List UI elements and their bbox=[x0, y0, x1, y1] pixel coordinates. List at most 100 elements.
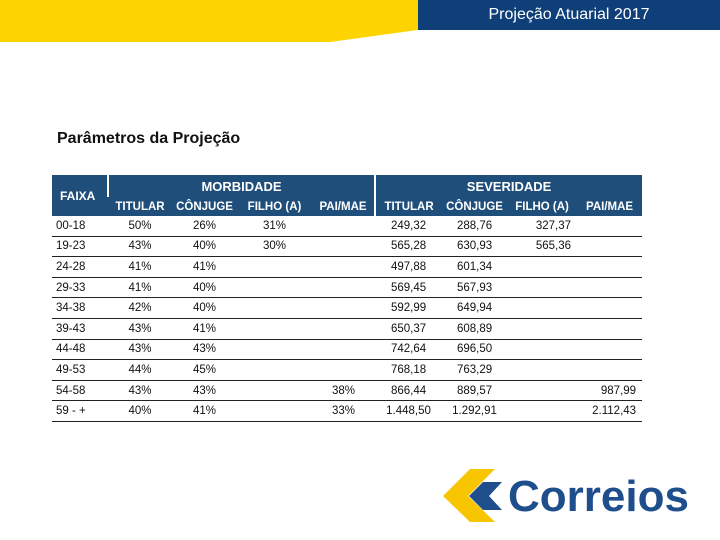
value-cell: 40% bbox=[108, 400, 172, 422]
value-cell bbox=[507, 400, 578, 422]
value-cell bbox=[237, 277, 312, 299]
value-cell: 768,18 bbox=[375, 359, 443, 381]
value-cell bbox=[577, 359, 643, 381]
sub-header-severidade-0: TITULAR bbox=[374, 197, 443, 216]
faixa-cell: 29-33 bbox=[52, 277, 108, 299]
value-cell: 497,88 bbox=[375, 256, 443, 278]
value-cell bbox=[312, 236, 376, 258]
value-cell: 30% bbox=[237, 236, 312, 258]
value-cell: 33% bbox=[312, 400, 376, 422]
faixa-cell: 49-53 bbox=[52, 359, 108, 381]
section-title: Parâmetros da Projeção bbox=[57, 130, 241, 147]
faixa-cell: 24-28 bbox=[52, 256, 108, 278]
header-banner bbox=[0, 0, 418, 42]
value-cell: 866,44 bbox=[375, 380, 443, 402]
faixa-cell: 54-58 bbox=[52, 380, 108, 402]
severidade-group-header: SEVERIDADE bbox=[374, 175, 643, 197]
value-cell bbox=[312, 339, 376, 361]
svg-text:Correios: Correios bbox=[508, 472, 689, 521]
value-cell bbox=[507, 318, 578, 340]
value-cell bbox=[577, 318, 643, 340]
value-cell bbox=[577, 339, 643, 361]
table-row: 59 - +40% 41% 33% 1.448,50 1.292,91 2.112,43 bbox=[52, 400, 643, 422]
sub-header-morbidade-3: PAI/MAE bbox=[312, 197, 376, 216]
value-cell bbox=[312, 216, 376, 237]
value-cell: 41% bbox=[172, 256, 237, 278]
header-title: Projeção Atuarial 2017 bbox=[418, 0, 720, 30]
value-cell bbox=[237, 297, 312, 319]
value-cell bbox=[312, 318, 376, 340]
value-cell: 44% bbox=[108, 359, 172, 381]
value-cell bbox=[507, 297, 578, 319]
table-row: 39-43 43% 41% 650,37 608,89 bbox=[52, 318, 643, 340]
value-cell bbox=[237, 380, 312, 402]
table-row: 44-48 43% 43% 742,64 696,50 bbox=[52, 339, 643, 361]
sub-header-morbidade-1: CÔNJUGE bbox=[172, 197, 237, 216]
value-cell: 40% bbox=[172, 297, 237, 319]
faixa-cell: 59 - + bbox=[52, 400, 108, 422]
value-cell: 40% bbox=[172, 277, 237, 299]
value-cell: 26% bbox=[172, 216, 237, 237]
value-cell bbox=[312, 297, 376, 319]
value-cell: 742,64 bbox=[375, 339, 443, 361]
value-cell: 889,57 bbox=[442, 380, 508, 402]
sub-header-severidade-3: PAI/MAE bbox=[577, 197, 643, 216]
value-cell: 649,94 bbox=[442, 297, 508, 319]
table-row: 29-33 41% 40% 569,45 567,93 bbox=[52, 277, 643, 299]
faixa-cell: 34-38 bbox=[52, 297, 108, 319]
value-cell: 592,99 bbox=[375, 297, 443, 319]
value-cell: 42% bbox=[108, 297, 172, 319]
value-cell: 43% bbox=[108, 236, 172, 258]
table-row: 49-53 44% 45% 768,18 763,29 bbox=[52, 359, 643, 381]
value-cell bbox=[507, 380, 578, 402]
table-row: 19-23 43% 40% 30% 565,28 630,93 565,36 bbox=[52, 236, 643, 258]
value-cell bbox=[312, 359, 376, 381]
value-cell: 565,36 bbox=[507, 236, 578, 258]
col-faixa-header: FAIXA bbox=[52, 175, 108, 216]
value-cell bbox=[237, 400, 312, 422]
value-cell bbox=[507, 277, 578, 299]
value-cell bbox=[237, 256, 312, 278]
value-cell: 569,45 bbox=[375, 277, 443, 299]
value-cell: 1.292,91 bbox=[442, 400, 508, 422]
value-cell bbox=[237, 359, 312, 381]
value-cell: 987,99 bbox=[577, 380, 643, 402]
morbidade-group-header: MORBIDADE bbox=[106, 175, 376, 197]
value-cell: 45% bbox=[172, 359, 237, 381]
value-cell bbox=[577, 256, 643, 278]
value-cell: 43% bbox=[108, 380, 172, 402]
sub-header-morbidade-2: FILHO (A) bbox=[237, 197, 312, 216]
value-cell: 38% bbox=[312, 380, 376, 402]
value-cell: 43% bbox=[172, 339, 237, 361]
value-cell: 2.112,43 bbox=[577, 400, 643, 422]
value-cell bbox=[507, 339, 578, 361]
sub-header-row: TITULAR CÔNJUGE FILHO (A) PAI/MAE TITULAR CÔN… bbox=[52, 197, 643, 216]
value-cell: 288,76 bbox=[442, 216, 508, 237]
value-cell: 696,50 bbox=[442, 339, 508, 361]
value-cell bbox=[312, 277, 376, 299]
table-row: 00-18 50% 26% 31% 249,32 288,76 327,37 bbox=[52, 216, 643, 237]
value-cell bbox=[577, 277, 643, 299]
value-cell: 608,89 bbox=[442, 318, 508, 340]
sub-header-morbidade-0: TITULAR bbox=[108, 197, 172, 216]
value-cell: 650,37 bbox=[375, 318, 443, 340]
value-cell: 31% bbox=[237, 216, 312, 237]
correios-logo: Correios bbox=[443, 469, 689, 522]
faixa-cell: 39-43 bbox=[52, 318, 108, 340]
value-cell bbox=[237, 318, 312, 340]
table-body: 00-18 50% 26% 31% 249,32 288,76 327,37 19-23 43%… bbox=[52, 216, 643, 422]
value-cell: 41% bbox=[172, 318, 237, 340]
value-cell: 43% bbox=[108, 339, 172, 361]
value-cell: 1.448,50 bbox=[375, 400, 443, 422]
value-cell: 630,93 bbox=[442, 236, 508, 258]
value-cell: 763,29 bbox=[442, 359, 508, 381]
faixa-cell: 19-23 bbox=[52, 236, 108, 258]
value-cell: 41% bbox=[108, 256, 172, 278]
value-cell: 41% bbox=[172, 400, 237, 422]
value-cell: 41% bbox=[108, 277, 172, 299]
table-row: 34-38 42% 40% 592,99 649,94 bbox=[52, 297, 643, 319]
projection-table-container: FAIXA MORBIDADE SEVERIDADE TITULAR CÔNJUG… bbox=[52, 175, 643, 422]
projection-table: FAIXA MORBIDADE SEVERIDADE TITULAR CÔNJUG… bbox=[52, 175, 643, 422]
value-cell: 601,34 bbox=[442, 256, 508, 278]
table-row: 24-28 41% 41% 497,88 601,34 bbox=[52, 256, 643, 278]
